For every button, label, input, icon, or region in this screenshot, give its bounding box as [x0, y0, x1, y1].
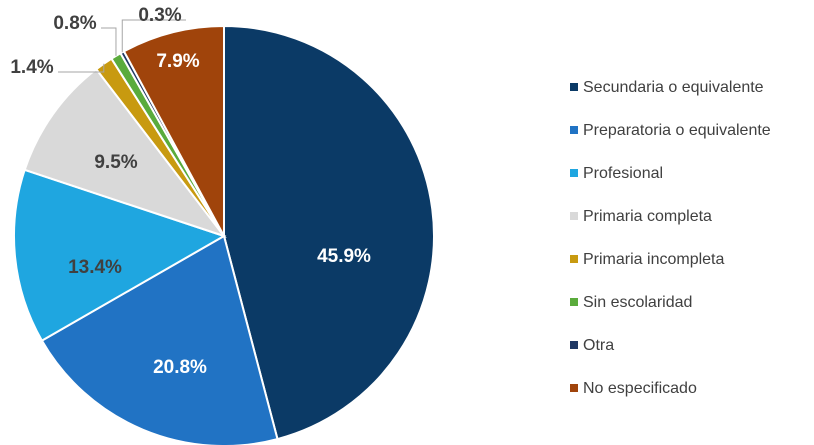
- data-label: 0.8%: [53, 13, 96, 34]
- leader-line: [58, 63, 105, 73]
- legend-swatch: [570, 384, 578, 392]
- legend-swatch: [570, 83, 578, 91]
- legend-swatch: [570, 169, 578, 177]
- data-label: 7.9%: [156, 51, 199, 72]
- legend-label: Sin escolaridad: [583, 294, 692, 311]
- legend-swatch: [570, 298, 578, 306]
- legend-label: Otra: [583, 337, 614, 354]
- data-label: 1.4%: [10, 57, 53, 78]
- pie-slice: [122, 24, 225, 237]
- legend-swatch: [570, 212, 578, 220]
- data-label: 9.5%: [94, 152, 137, 173]
- legend-label: Primaria completa: [583, 208, 712, 225]
- legend-swatch: [570, 126, 578, 134]
- data-label: 0.3%: [138, 5, 181, 26]
- pie-slice: [13, 168, 227, 342]
- legend-label: Profesional: [583, 165, 663, 182]
- legend-swatch: [570, 255, 578, 263]
- legend-label: Preparatoria o equivalente: [583, 122, 771, 139]
- pie-slice: [223, 24, 435, 441]
- data-label: 20.8%: [153, 357, 207, 378]
- leader-line: [121, 19, 186, 53]
- leader-line: [101, 27, 117, 56]
- legend-label: Primaria incompleta: [583, 251, 724, 268]
- legend-label: Secundaria o equivalente: [583, 79, 764, 96]
- data-label: 13.4%: [68, 257, 122, 278]
- data-label: 45.9%: [317, 246, 371, 267]
- pie-slice: [23, 67, 227, 238]
- legend-swatch: [570, 341, 578, 349]
- legend-label: No especificado: [583, 380, 697, 397]
